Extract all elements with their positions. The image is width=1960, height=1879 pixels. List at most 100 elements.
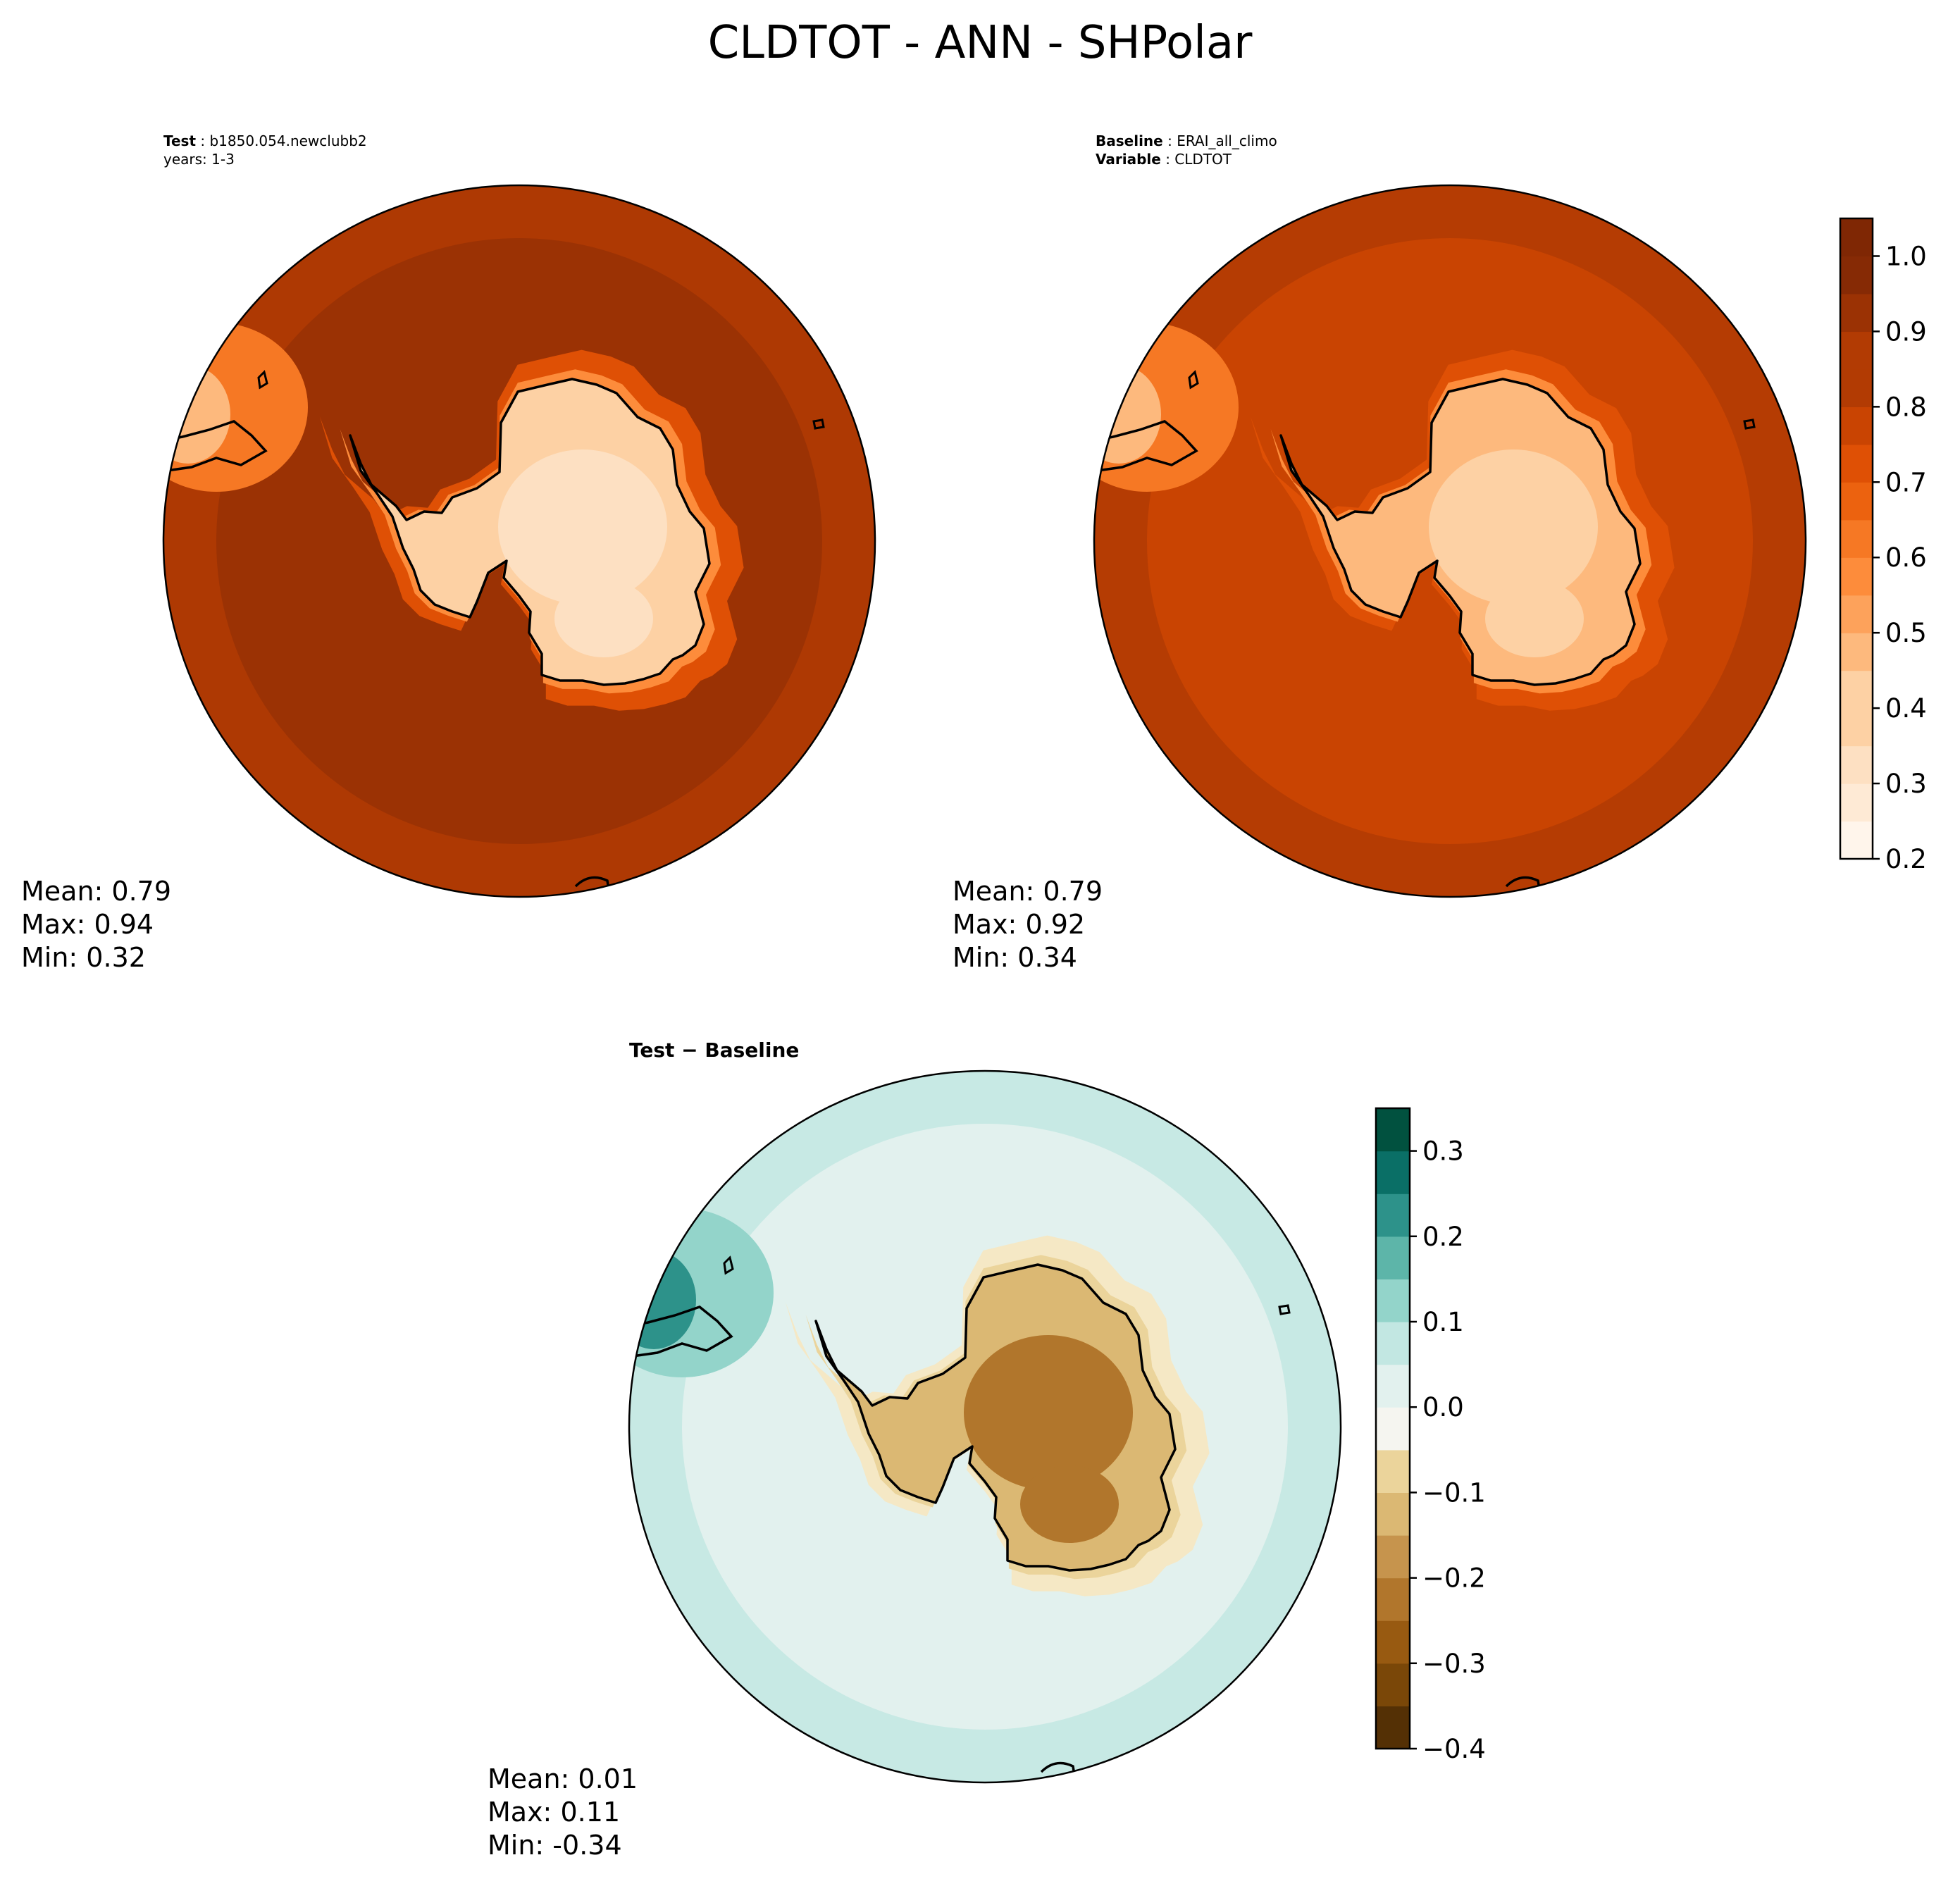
colorbar-segment	[1376, 1193, 1410, 1237]
map-coastline-south	[1505, 876, 1542, 897]
colorbar-tick-label: 0.5	[1885, 618, 1927, 648]
map-coastline-antarctica	[349, 378, 711, 686]
map-island	[257, 370, 268, 390]
map-island	[812, 418, 825, 430]
map-diff-frame	[628, 1069, 1342, 1784]
colorbar-tick-label: 0.0	[1422, 1392, 1464, 1422]
colorbar-segment	[1840, 293, 1873, 333]
panel-baseline-mean: Mean: 0.79	[953, 876, 1103, 907]
panel-baseline-info-value-2: CLDTOT	[1174, 151, 1232, 168]
colorbar-segment	[1376, 1577, 1410, 1621]
colorbar-segment	[1840, 557, 1873, 596]
colorbar-segment	[1840, 670, 1873, 709]
colorbar-segment	[1376, 1236, 1410, 1279]
colorbar-segment	[1376, 1108, 1410, 1152]
colorbar-segment	[1376, 1620, 1410, 1664]
panel-diff-max: Max: 0.11	[488, 1797, 620, 1828]
panel-baseline-info-key-2: Variable	[1096, 151, 1161, 168]
panel-diff-mean: Mean: 0.01	[488, 1763, 638, 1794]
panel-test-info-key-1: Test	[163, 132, 196, 149]
map-continent-core-2	[554, 580, 653, 657]
map-island	[723, 1255, 734, 1275]
panel-baseline: Baseline : ERAI_all_climo Variable : CLD…	[953, 132, 1807, 973]
map-continent-core-2	[1485, 580, 1584, 657]
colorbar-frame	[1839, 217, 1874, 860]
map-island	[1188, 370, 1199, 390]
colorbar-segment	[1840, 256, 1873, 294]
colorbar-segment	[1840, 783, 1873, 822]
colorbar-tick-label: 0.3	[1885, 769, 1927, 799]
colorbar-tick-label: −0.1	[1422, 1477, 1486, 1508]
map-coastline-antarctica	[1279, 378, 1642, 686]
colorbar-diff: 0.3 0.2 0.1 0.0 −0.1 −0.2 −0.3 −0.4	[1375, 1107, 1486, 1764]
map-northwest-core	[1094, 365, 1161, 464]
colorbar-tick-label: 0.2	[1885, 844, 1927, 874]
map-baseline-frame	[1093, 184, 1807, 898]
colorbar-tick-label: 0.3	[1422, 1136, 1464, 1167]
colorbar-segment	[1376, 1151, 1410, 1194]
panel-test-info-2: years: 1-3	[163, 151, 235, 168]
colorbar-frame	[1375, 1107, 1411, 1750]
colorbar-segment	[1376, 1407, 1410, 1451]
colorbar-segment	[1840, 745, 1873, 784]
colorbar-segment	[1840, 821, 1873, 860]
colorbar-segment	[1376, 1322, 1410, 1365]
colorbar-segment	[1376, 1535, 1410, 1579]
colorbar-cldtot: 0.2 0.3 0.4 0.5 0.6 0.7 0.8 0.9 1.0	[1839, 217, 1927, 874]
panel-test-mean: Mean: 0.79	[21, 876, 171, 907]
colorbar-segment	[1376, 1279, 1410, 1322]
colorbar-segment	[1376, 1663, 1410, 1706]
panel-test-info-value-2: years: 1-3	[163, 151, 235, 168]
map-test	[163, 185, 875, 897]
colorbar-tick-label: 0.4	[1885, 693, 1927, 724]
map-coastline-south	[1040, 1761, 1077, 1782]
map-baseline	[1094, 185, 1806, 897]
colorbar-segment	[1840, 407, 1873, 445]
panel-baseline-info-value-1: ERAI_all_climo	[1177, 132, 1277, 149]
colorbar-segment	[1376, 1449, 1410, 1493]
colorbar-segment	[1840, 633, 1873, 671]
map-test-frame	[162, 184, 876, 898]
colorbar-segment	[1840, 482, 1873, 521]
panel-diff: Test − Baseline Mean: 0.01 Max: 0.11 Min…	[488, 1038, 1342, 1861]
panel-test-info-1: Test : b1850.054.newclubb2	[163, 132, 367, 149]
colorbar-tick-label: −0.3	[1422, 1649, 1486, 1679]
panel-diff-title: Test − Baseline	[629, 1038, 799, 1062]
colorbar-segment	[1376, 1706, 1410, 1749]
panel-baseline-min: Min: 0.34	[953, 942, 1077, 973]
colorbar-tick-label: 0.6	[1885, 542, 1927, 573]
map-continent-core	[964, 1335, 1133, 1490]
colorbar-tick-label: 0.8	[1885, 392, 1927, 422]
colorbar-segment	[1840, 368, 1873, 407]
map-northwest-core	[629, 1251, 696, 1349]
colorbar-segment	[1840, 218, 1873, 257]
panel-diff-min: Min: -0.34	[488, 1830, 622, 1861]
colorbar-tick-label: 1.0	[1885, 241, 1927, 271]
colorbar-tick-label: −0.2	[1422, 1563, 1486, 1594]
colorbar-segment	[1840, 595, 1873, 633]
colorbar-tick-label: 0.7	[1885, 467, 1927, 497]
map-continent-core	[1429, 449, 1598, 604]
panel-baseline-info-2: Variable : CLDTOT	[1096, 151, 1232, 168]
panel-baseline-info-1: Baseline : ERAI_all_climo	[1096, 132, 1277, 149]
map-diff	[629, 1071, 1341, 1782]
colorbar-tick-label: 0.9	[1885, 316, 1927, 347]
colorbar-tick-label: 0.1	[1422, 1307, 1464, 1337]
map-northwest-core	[163, 365, 230, 464]
colorbar-segment	[1840, 444, 1873, 483]
panel-baseline-max: Max: 0.92	[953, 909, 1085, 940]
colorbar-segment	[1376, 1492, 1410, 1536]
colorbar-segment	[1376, 1364, 1410, 1408]
colorbar-segment	[1840, 708, 1873, 747]
panel-test-min: Min: 0.32	[21, 942, 146, 973]
panel-test-info-value-1: b1850.054.newclubb2	[209, 132, 366, 149]
map-continent-core-2	[1020, 1465, 1119, 1543]
map-coastline-antarctica	[814, 1263, 1177, 1572]
colorbar-segment	[1840, 331, 1873, 370]
map-island	[1278, 1304, 1291, 1315]
map-coastline-south	[574, 876, 612, 897]
colorbar-segment	[1840, 519, 1873, 558]
panel-test-max: Max: 0.94	[21, 909, 154, 940]
panel-test: Test : b1850.054.newclubb2 years: 1-3 Me…	[21, 132, 876, 973]
